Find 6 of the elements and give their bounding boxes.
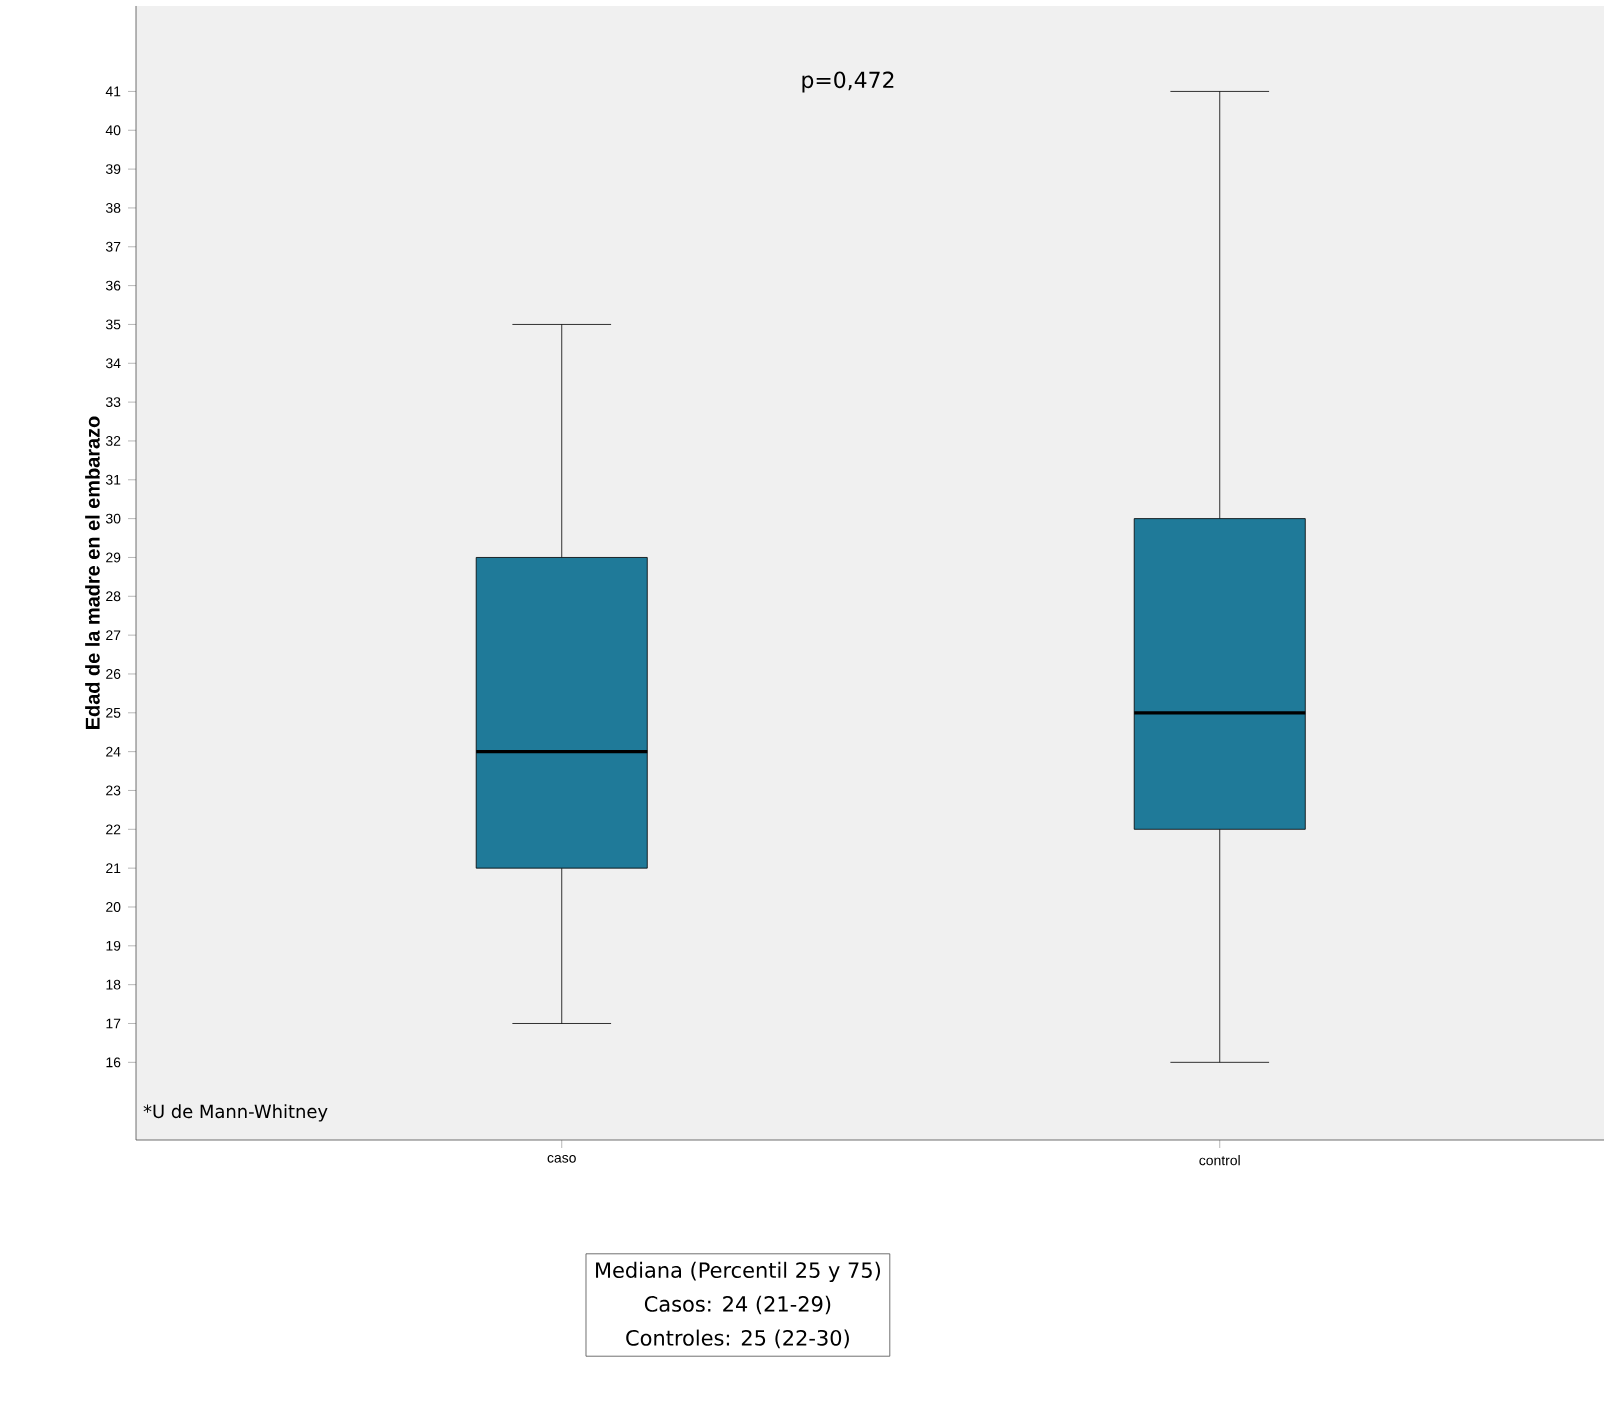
annotation: *U de Mann-Whitney [143, 1104, 328, 1122]
text: Casos: 24 (21-29) [644, 1295, 831, 1315]
text: Mediana (Percentil 25 y 75) [596, 1261, 880, 1283]
text: Controles: 25 (22-30) [626, 1329, 849, 1349]
annotation: p=0,472 [802, 71, 894, 93]
y-axis-title: Edad de la madre en el embarazo [85, 416, 100, 729]
